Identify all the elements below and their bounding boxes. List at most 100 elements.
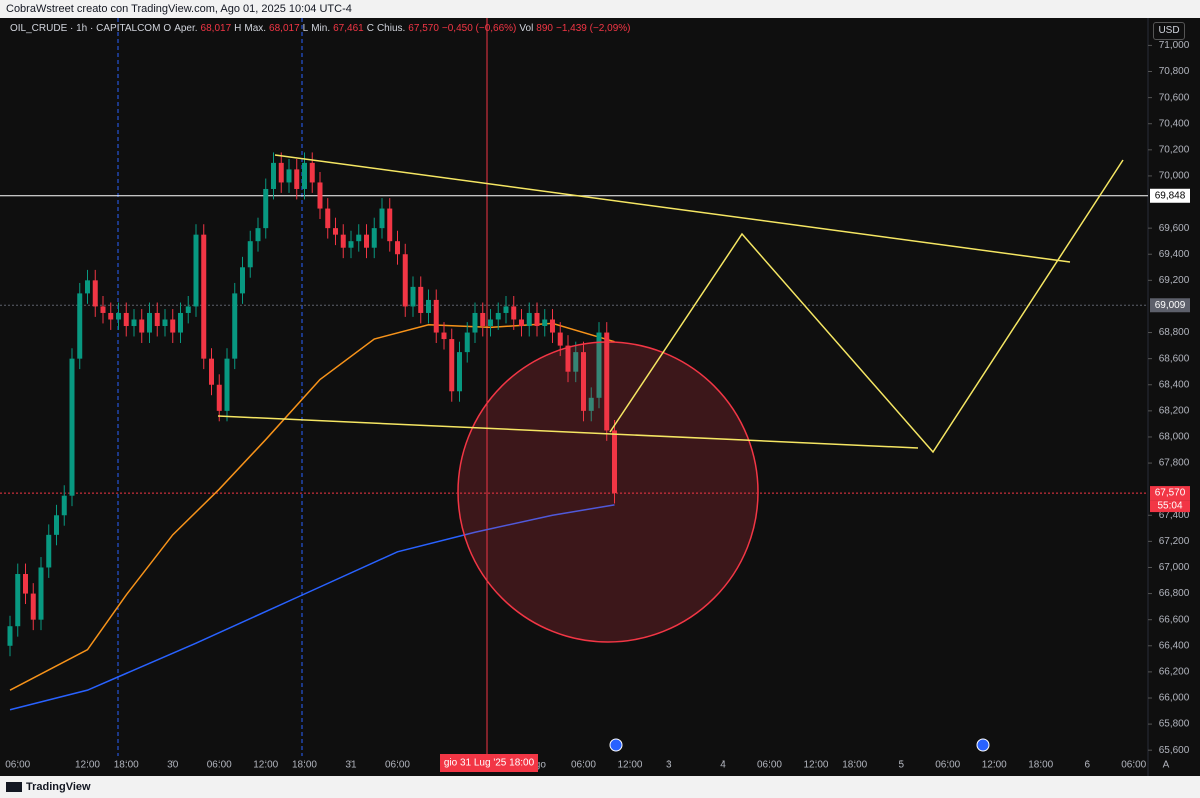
x-tick-label: 18:00 [842,760,867,771]
candle-body [472,312,478,333]
y-tick-label: 65,800 [1159,719,1190,730]
x-tick-label: 4 [720,760,726,771]
candle-body [301,162,307,189]
candle-body [325,208,331,229]
candle-body [379,208,385,229]
candle-body [604,332,610,431]
candle-body [170,319,176,333]
candle-body [77,293,83,359]
plot: 65,600 65,800 66,000 66,200 66,400 66,600 66,8… [0,40,1190,771]
event-icon [976,738,990,752]
candle-body [363,234,369,248]
event-icon [609,738,623,752]
candle-body [115,312,121,320]
x-tick-label: 12:00 [803,760,828,771]
y-tick-label: 65,600 [1159,745,1190,756]
x-tick-label: 06:00 [5,760,30,771]
candle-body [278,162,284,183]
y-tick-label: 68,000 [1159,432,1190,443]
candle-body [332,228,338,235]
volume: 890 [536,23,553,34]
moving-average [9,504,615,711]
candle-body [61,495,67,516]
candle-body [433,299,439,333]
x-tick-label: 12:00 [253,760,278,771]
price-label-box [1150,298,1190,313]
scale-button[interactable]: A [1163,760,1170,771]
currency-button[interactable]: USD [1153,22,1185,40]
x-tick-label: 5 [898,760,904,771]
candle-body [84,280,90,294]
legend-name: Max. [244,23,267,34]
candle-body [588,397,594,411]
x-tick-label: 06:00 [571,760,596,771]
candle-body [224,358,230,411]
price-label: 69,848 [1155,190,1186,201]
candle-body [123,312,129,327]
legend-key: C [366,23,374,34]
candle-body [596,332,602,398]
legend-name: Aper. [174,23,198,34]
candle-body [480,312,486,327]
x-tick-label: 06:00 [757,760,782,771]
candle-body [22,574,28,594]
candle-body [139,319,145,333]
candle-body [371,228,377,248]
y-tick-label: 68,600 [1159,353,1190,364]
logo [6,782,22,792]
x-tick-label: 18:00 [292,760,317,771]
caption-bar: CobraWstreet creato con TradingView.com,… [0,0,1200,18]
x-tick-label: 6 [1084,760,1090,771]
candle-body [185,306,191,313]
candle-body [46,534,52,568]
candle-body [247,241,253,268]
candle-body [100,306,106,313]
brand: TradingView [26,781,91,793]
candle-body [456,352,462,392]
y-tick-label: 68,400 [1159,379,1190,390]
price-label: 69,009 [1155,300,1186,311]
y-tick-label: 69,200 [1159,275,1190,286]
y-tick-label: 67,400 [1159,510,1190,521]
candle-body [232,293,238,359]
candle-body [239,267,245,294]
y-tick-label: 66,800 [1159,588,1190,599]
y-tick-label: 70,800 [1159,66,1190,77]
candle-body [154,312,160,327]
candle-body [526,312,532,327]
volume-key: Vol [519,23,534,34]
x-tick-label: 3 [666,760,672,771]
candle-body [208,358,214,385]
candle-body [542,319,548,327]
candle-body [573,352,579,372]
y-tick-label: 71,000 [1159,40,1190,51]
candle-body [549,319,555,333]
candle-body [294,169,300,189]
y-tick-label: 66,400 [1159,640,1190,651]
candle-body [611,430,617,494]
y-tick-label: 69,400 [1159,249,1190,260]
candle-body [317,182,323,209]
legend-value: 67,570 [408,23,439,34]
candle-body [511,306,517,320]
countdown-box [1150,500,1190,513]
highlight-circle [457,341,759,643]
y-tick-label: 69,600 [1159,223,1190,234]
x-tick-label: 31 [345,760,357,771]
y-tick-label: 70,200 [1159,144,1190,155]
price-label: 67,570 [1155,488,1186,499]
x-tick-label: 06:00 [385,760,410,771]
price-label-box [1150,486,1190,501]
candle-body [108,312,114,320]
legend-name: Min. [311,23,331,34]
y-tick-label: 67,000 [1159,562,1190,573]
y-tick-label: 66,600 [1159,614,1190,625]
candle-body [38,567,44,620]
candle-body [309,162,315,183]
candle-body [53,515,59,535]
chart: 65,600 65,800 66,000 66,200 66,400 66,600 66,8… [0,18,1190,776]
y-tick-label: 66,000 [1159,693,1190,704]
x-tick-label: 12:00 [75,760,100,771]
x-tick-label: 06:00 [207,760,232,771]
